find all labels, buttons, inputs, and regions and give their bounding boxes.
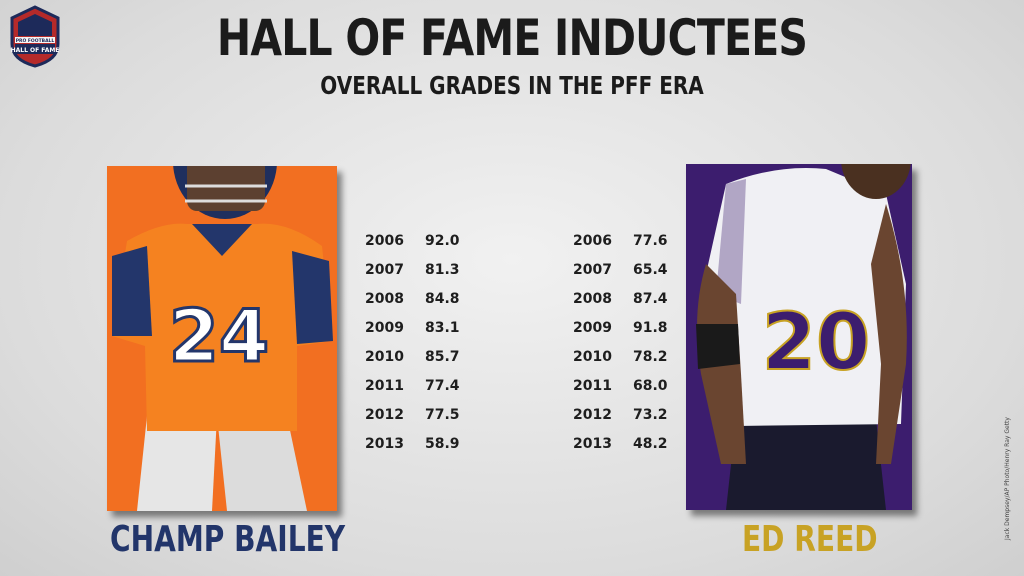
grade-row: 2013 48.2	[573, 429, 683, 458]
grade-year: 2007	[365, 261, 404, 278]
grade-row: 2013 58.9	[365, 429, 475, 458]
grade-year: 2009	[365, 319, 404, 336]
grade-value: 77.5	[425, 406, 460, 423]
player-name-right: ED REED	[742, 519, 878, 560]
grade-year: 2008	[365, 290, 404, 307]
grade-row: 2009 83.1	[365, 313, 475, 342]
page-title: HALL OF FAME INDUCTEES	[216, 9, 808, 67]
page-subtitle: OVERALL GRADES IN THE PFF ERA	[320, 71, 704, 100]
grade-year: 2011	[365, 377, 404, 394]
player-photo-ed-reed: 20	[696, 164, 911, 510]
grade-value: 78.2	[633, 348, 668, 365]
grade-row: 2010 85.7	[365, 342, 475, 371]
grade-row: 2011 77.4	[365, 371, 475, 400]
player-photo-panel-right: 20	[686, 164, 912, 510]
grade-value: 81.3	[425, 261, 460, 278]
hall-of-fame-logo: PRO FOOTBALL HALL OF FAME	[10, 5, 60, 68]
grade-row: 2009 91.8	[573, 313, 683, 342]
grade-year: 2007	[573, 261, 612, 278]
grade-row: 2012 77.5	[365, 400, 475, 429]
jersey-number-left: 24	[169, 294, 269, 378]
grade-row: 2010 78.2	[573, 342, 683, 371]
grade-value: 65.4	[633, 261, 668, 278]
grade-row: 2006 77.6	[573, 226, 683, 255]
grade-row: 2012 73.2	[573, 400, 683, 429]
player-photo-champ-bailey: 24	[112, 166, 333, 511]
grade-row: 2006 92.0	[365, 226, 475, 255]
grade-year: 2012	[573, 406, 612, 423]
logo-line2: HALL OF FAME	[11, 47, 60, 54]
player-photo-panel-left: 24	[107, 166, 337, 511]
grade-value: 58.9	[425, 435, 460, 452]
grade-row: 2008 87.4	[573, 284, 683, 313]
grade-year: 2013	[365, 435, 404, 452]
grade-year: 2011	[573, 377, 612, 394]
grade-value: 68.0	[633, 377, 668, 394]
player-name-left: CHAMP BAILEY	[110, 519, 346, 560]
grade-value: 84.8	[425, 290, 460, 307]
grade-value: 92.0	[425, 232, 460, 249]
grade-value: 77.6	[633, 232, 668, 249]
grade-year: 2010	[573, 348, 612, 365]
grade-value: 83.1	[425, 319, 460, 336]
grade-value: 91.8	[633, 319, 668, 336]
grade-value: 85.7	[425, 348, 460, 365]
grade-year: 2010	[365, 348, 404, 365]
grade-row: 2011 68.0	[573, 371, 683, 400]
logo-line1: PRO FOOTBALL	[16, 38, 55, 44]
grades-table-right: 2006 77.6 2007 65.4 2008 87.4 2009 91.8 2010 78.2…	[573, 226, 683, 458]
grade-row: 2008 84.8	[365, 284, 475, 313]
grade-year: 2008	[573, 290, 612, 307]
grade-row: 2007 81.3	[365, 255, 475, 284]
grade-row: 2007 65.4	[573, 255, 683, 284]
grade-value: 77.4	[425, 377, 460, 394]
grade-year: 2013	[573, 435, 612, 452]
grades-table-left: 2006 92.0 2007 81.3 2008 84.8 2009 83.1 2010 85.7…	[365, 226, 475, 458]
grade-value: 73.2	[633, 406, 668, 423]
grade-year: 2006	[365, 232, 404, 249]
grade-value: 48.2	[633, 435, 668, 452]
grade-value: 87.4	[633, 290, 668, 307]
grade-year: 2006	[573, 232, 612, 249]
grade-year: 2009	[573, 319, 612, 336]
grade-year: 2012	[365, 406, 404, 423]
jersey-number-right: 20	[762, 298, 871, 388]
photo-credit: Jack Dempsey/AP Photo/Henry Ray Getty	[1004, 417, 1011, 540]
